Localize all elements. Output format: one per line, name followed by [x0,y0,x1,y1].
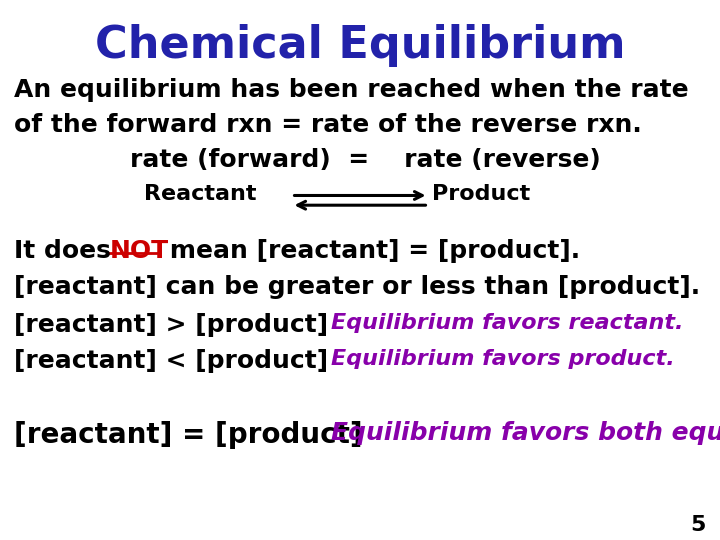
Text: It does: It does [14,239,120,262]
Text: Chemical Equilibrium: Chemical Equilibrium [95,24,625,68]
Text: [reactant] = [product]: [reactant] = [product] [14,421,363,449]
Text: NOT: NOT [109,239,168,262]
Text: Equilibrium favors product.: Equilibrium favors product. [331,349,675,369]
Text: Reactant: Reactant [144,184,256,204]
Text: Product: Product [432,184,530,204]
Text: Equilibrium favors both equally.: Equilibrium favors both equally. [331,421,720,445]
Text: [reactant] > [product]: [reactant] > [product] [14,313,328,337]
Text: [reactant] < [product]: [reactant] < [product] [14,349,328,373]
Text: [reactant] can be greater or less than [product].: [reactant] can be greater or less than [… [14,275,701,299]
Text: of the forward rxn = rate of the reverse rxn.: of the forward rxn = rate of the reverse… [14,113,642,137]
Text: 5: 5 [690,515,706,535]
Text: Equilibrium favors reactant.: Equilibrium favors reactant. [331,313,684,333]
Text: mean [reactant] = [product].: mean [reactant] = [product]. [161,239,580,262]
Text: rate (forward)  =    rate (reverse): rate (forward) = rate (reverse) [130,148,600,172]
Text: An equilibrium has been reached when the rate: An equilibrium has been reached when the… [14,78,689,102]
